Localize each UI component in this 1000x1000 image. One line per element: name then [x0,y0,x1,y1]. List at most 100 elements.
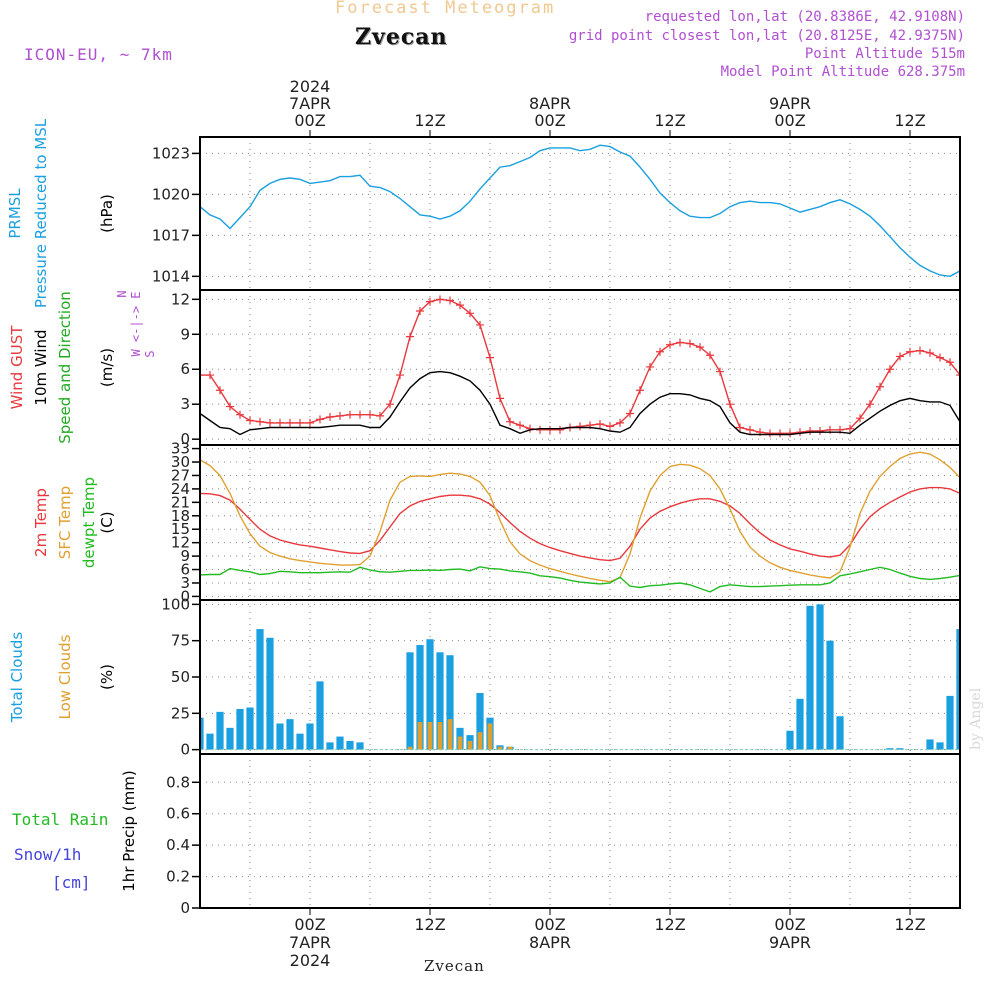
low-clouds-bar [507,746,513,750]
gust-marker [486,353,494,362]
gust-marker [736,423,744,432]
gust-marker [906,347,914,356]
y-tick-label: 0.6 [166,805,190,823]
y-tick-label: 30 [171,453,190,471]
axis-label: 1hr Precip (mm) [120,770,138,891]
time-label-bottom: 7APR [289,933,331,952]
total-clouds-bar [436,652,444,750]
gust-marker [546,425,554,434]
total-clouds-bar [426,639,434,750]
time-label-bottom: 2024 [290,951,331,970]
y-tick-label: 24 [171,480,190,498]
model-label: ICON-EU, ~ 7km [24,45,173,64]
panel-frame [199,136,961,291]
gust-marker [526,424,534,433]
gust-marker [556,425,564,434]
y-tick-label: 9 [180,325,190,343]
precip-legend-text: Total Rain [12,810,108,829]
total-clouds-bar [266,637,274,750]
total-clouds-bar [246,707,254,750]
axis-label: 10m Wind [32,329,50,405]
gust-marker [886,365,894,374]
y-tick-label: 6 [180,360,190,378]
time-label-bottom: 12Z [654,915,685,934]
gust-marker [726,400,734,409]
gust-marker [596,420,604,429]
gust-marker [816,427,824,436]
axis-label: PRMSL [6,188,24,239]
y-tick-label: 9 [180,547,190,565]
y-tick-label: 1023 [152,144,190,162]
axis-unit: (%) [98,664,116,690]
y-tick-label: 0 [180,430,190,448]
total-clouds-bar [206,733,214,750]
gust-marker [656,347,664,356]
time-label-top: 00Z [534,111,565,130]
pressure-line [200,144,960,278]
total-clouds-bar [336,736,344,750]
time-label-top: 00Z [774,111,805,130]
footer-location: Zvecan [424,957,485,975]
y-tick-label: 0.2 [166,868,190,886]
panel-frame [199,753,961,909]
y-tick-label: 0 [180,899,190,917]
gust-marker [386,400,394,409]
gust-marker [446,296,454,305]
panel-clouds: 0 25 50 75 100 Total Clouds Low Clouds (%) [8,595,961,759]
gust-marker [936,353,944,362]
low-clouds-bar [467,740,473,750]
low-clouds-bar [417,722,423,750]
time-label-top: 7APR [289,94,331,113]
low-clouds-bar [427,722,433,750]
gust-marker [256,417,264,426]
gust-marker [926,348,934,357]
gust-marker [466,309,474,318]
total-clouds-bar [306,723,314,750]
gust-marker [376,411,384,420]
y-tick-label: 3 [180,574,190,592]
compass-south: S [143,350,157,357]
time-label-top: 8APR [529,94,571,113]
gust-marker [626,409,634,418]
total-clouds-bar [786,730,794,750]
gust-marker [346,410,354,419]
series-group [200,144,960,278]
low-clouds-bar [407,746,413,750]
gust-marker [316,415,324,424]
axis-label: dewpt Temp [80,477,98,568]
gust-marker [696,343,704,352]
axis-label: 2m Temp [32,488,50,557]
gust-marker [766,429,774,438]
total-clouds-bar [926,739,934,750]
gust-marker [706,351,714,360]
total-clouds-bar [416,645,424,750]
gust-marker [216,386,224,395]
total-clouds-bar [406,652,414,750]
gust-marker [806,427,814,436]
y-tick-label: 12 [171,290,190,308]
total-clouds-bar [276,723,284,750]
gust-marker [336,411,344,420]
gust-marker [506,417,514,426]
gust-marker [776,429,784,438]
series-group [200,295,960,438]
total-clouds-bar [326,742,334,750]
point-altitude: Point Altitude 515m [804,46,965,62]
y-tick-label: 0.4 [166,836,190,854]
axis-label: Pressure Reduced to MSL [32,118,50,308]
total-clouds-bar [476,692,484,750]
gust-marker [536,425,544,434]
time-label-top: 12Z [894,111,925,130]
y-tick-label: 1020 [152,185,190,203]
total-clouds-bar [826,640,834,750]
panel-precip: 0 0.2 0.4 0.6 0.8 1hr Precip (mm) Total Rain Sn… [12,753,961,917]
gust-marker [646,362,654,371]
gust-marker [366,410,374,419]
gust-marker [576,422,584,431]
y-tick-label: 18 [171,507,190,525]
gust-marker [896,352,904,361]
gust-marker [606,422,614,431]
gust-marker [636,386,644,395]
compass-north: N [115,290,129,297]
